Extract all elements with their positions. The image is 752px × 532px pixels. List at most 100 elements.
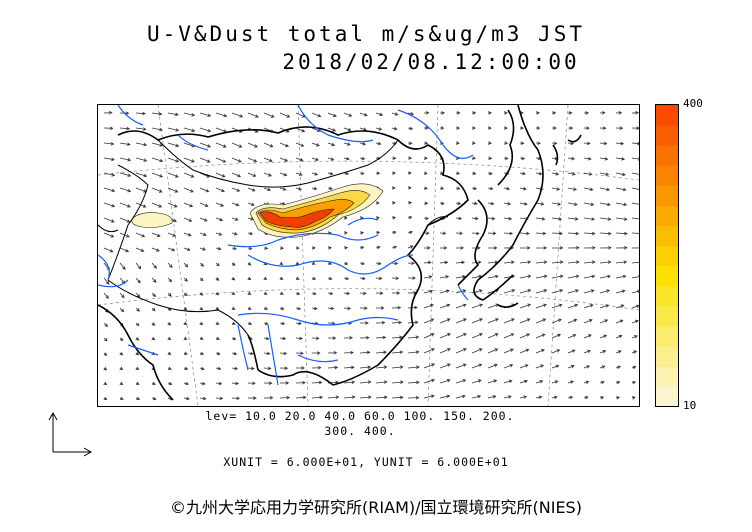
wind-arrow-icon <box>375 335 387 340</box>
wind-arrow-icon <box>359 261 366 266</box>
wind-arrow-icon <box>615 172 626 177</box>
wind-arrow-icon <box>423 111 430 115</box>
wind-arrow-icon <box>311 261 316 265</box>
wind-arrow-icon <box>151 202 163 208</box>
wind-arrow-icon <box>615 202 628 207</box>
wind-arrow-icon <box>615 396 621 400</box>
wind-arrow-icon <box>183 366 189 371</box>
colorbar-band <box>656 145 678 166</box>
wind-arrow-icon <box>215 127 228 133</box>
wind-arrow-icon <box>263 246 269 250</box>
wind-arrow-icon <box>407 365 420 370</box>
wind-arrow-icon <box>151 396 157 401</box>
wind-arrow-icon <box>231 291 236 295</box>
wind-arrow-icon <box>631 289 639 294</box>
wind-arrow-icon <box>279 246 285 250</box>
wind-arrow-icon <box>599 126 607 130</box>
wind-arrow-icon <box>215 142 227 148</box>
wind-arrow-icon <box>423 363 436 369</box>
wind-arrow-icon <box>631 350 638 354</box>
wind-arrow-icon <box>183 202 194 208</box>
wind-arrow-icon <box>631 141 639 146</box>
wind-arrow-icon <box>151 187 163 193</box>
wind-arrow-icon <box>551 303 563 309</box>
wind-arrow-icon <box>183 127 196 133</box>
wind-arrow-icon <box>471 111 477 115</box>
wind-arrow-icon <box>583 274 596 279</box>
wind-arrow-icon <box>407 305 418 310</box>
wind-arrow-icon <box>455 201 462 206</box>
wind-arrow-icon <box>263 321 269 326</box>
wind-arrow-icon <box>247 246 253 250</box>
wind-arrow-icon <box>631 261 639 264</box>
wind-arrow-icon <box>151 292 156 297</box>
wind-arrow-icon <box>551 274 564 279</box>
colorbar-min-label: 10 <box>683 399 697 412</box>
dust-plume-main <box>249 183 384 238</box>
wind-arrow-icon <box>376 306 385 310</box>
wind-arrow-icon <box>295 261 300 265</box>
wind-arrow-icon <box>503 260 515 265</box>
wind-arrow-icon <box>135 292 141 298</box>
colorbar-band <box>656 185 678 206</box>
wind-arrow-icon <box>535 364 545 369</box>
wind-arrow-icon <box>423 231 430 235</box>
wind-arrow-icon <box>615 334 623 339</box>
wind-arrow-icon <box>167 172 179 178</box>
wind-arrow-icon <box>119 142 131 146</box>
wind-arrow-icon <box>391 276 400 281</box>
wind-arrow-icon <box>583 289 595 294</box>
wind-arrow-icon <box>599 187 611 192</box>
wind-arrow-icon <box>311 112 322 118</box>
wind-arrow-icon <box>615 380 621 385</box>
wind-arrow-icon <box>135 247 145 252</box>
wind-arrow-icon <box>375 231 381 235</box>
wind-arrow-icon <box>583 365 591 369</box>
wind-arrow-icon <box>471 126 476 130</box>
wind-arrow-icon <box>119 187 132 193</box>
wind-arrow-icon <box>279 395 291 400</box>
wind-arrow-icon <box>519 395 528 399</box>
wind-arrow-icon <box>535 202 545 206</box>
wind-arrow-icon <box>455 275 466 279</box>
wind-arrow-icon <box>471 318 483 324</box>
wind-arrow-icon <box>231 232 238 236</box>
wind-arrow-icon <box>279 321 286 326</box>
wind-arrow-icon <box>375 291 384 295</box>
wind-arrow-icon <box>423 171 428 175</box>
wind-arrow-icon <box>583 111 590 115</box>
wind-arrow-icon <box>167 351 172 355</box>
wind-arrow-icon <box>247 172 257 177</box>
wind-arrow-icon <box>119 172 132 177</box>
wind-arrow-icon <box>135 187 147 193</box>
wind-arrow-icon <box>455 363 467 369</box>
wind-arrow-icon <box>215 157 227 163</box>
wind-arrow-icon <box>391 350 404 354</box>
wind-arrow-icon <box>215 336 220 340</box>
wind-arrow-icon <box>503 186 511 191</box>
colorbar-band <box>656 105 678 126</box>
wind-arrow-icon <box>167 112 179 117</box>
wind-arrow-icon <box>407 380 420 385</box>
wind-arrow-icon <box>167 292 172 297</box>
wind-arrow-icon <box>167 247 176 252</box>
wind-arrow-icon <box>455 216 463 221</box>
wind-arrow-icon <box>423 333 435 339</box>
wind-arrow-icon <box>439 378 451 384</box>
wind-arrow-icon <box>503 216 513 221</box>
wind-arrow-icon <box>487 216 496 221</box>
wind-arrow-icon <box>263 157 273 162</box>
wind-arrow-icon <box>103 322 108 328</box>
wind-arrow-icon <box>407 112 415 116</box>
wind-arrow-icon <box>583 141 591 146</box>
wind-arrow-icon <box>311 365 322 370</box>
wind-arrow-icon <box>263 366 272 371</box>
wind-arrow-icon <box>327 306 335 311</box>
wind-arrow-icon <box>103 111 113 115</box>
wind-arrow-icon <box>519 260 532 264</box>
wind-arrow-icon <box>263 187 272 192</box>
wind-arrow-icon <box>535 289 548 294</box>
wind-arrow-icon <box>183 396 190 401</box>
wind-arrow-icon <box>263 306 269 310</box>
wind-arrow-icon <box>551 231 563 236</box>
